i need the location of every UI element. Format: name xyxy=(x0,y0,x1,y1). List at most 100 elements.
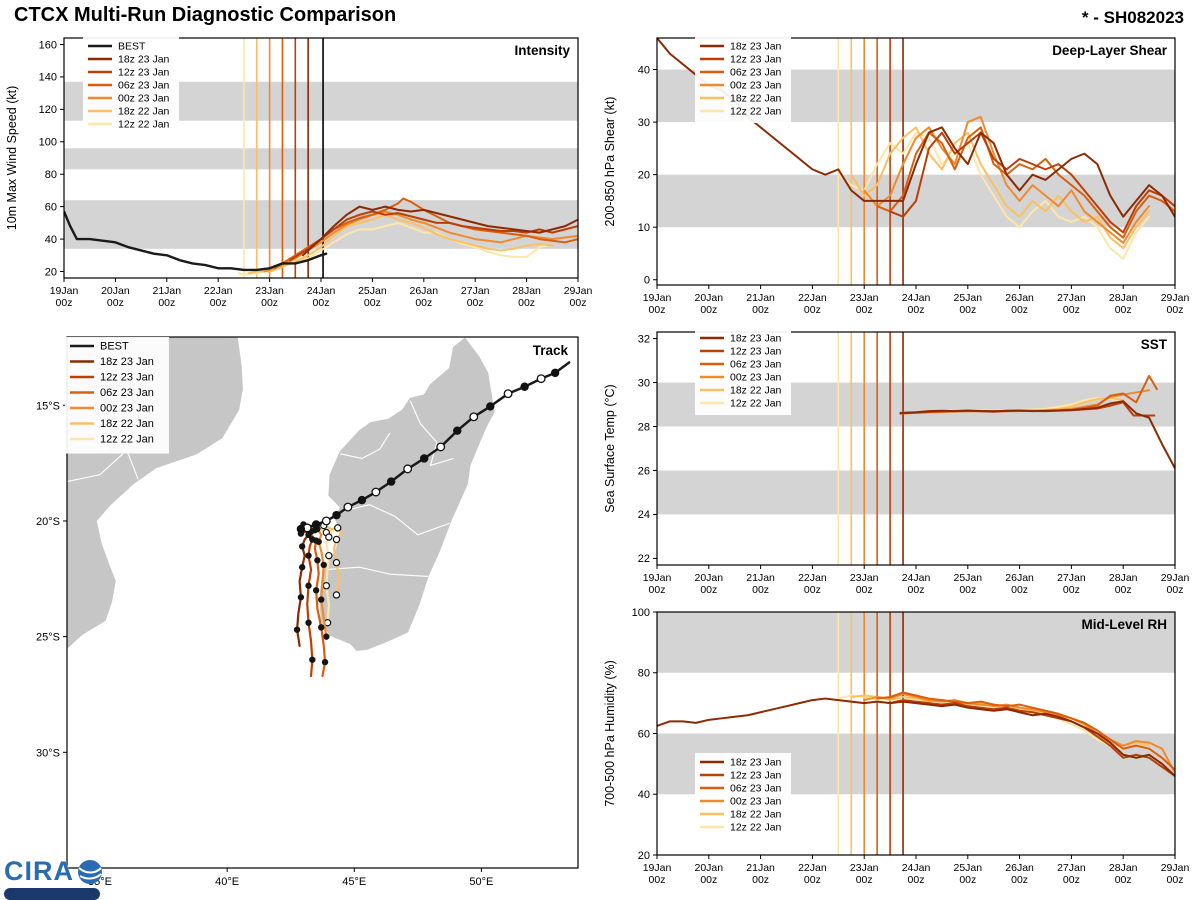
sst-chart: 19Jan00z20Jan00z21Jan00z22Jan00z23Jan00z… xyxy=(603,329,1190,596)
cira-globe-icon xyxy=(78,859,102,884)
svg-text:00z: 00z xyxy=(804,584,821,596)
svg-text:20Jan: 20Jan xyxy=(694,572,723,584)
svg-text:12z 23 Jan: 12z 23 Jan xyxy=(730,346,782,358)
svg-text:18z 23 Jan: 18z 23 Jan xyxy=(730,333,782,345)
svg-text:00z: 00z xyxy=(1063,304,1080,316)
svg-text:00z: 00z xyxy=(1115,584,1132,596)
svg-text:06z 23 Jan: 06z 23 Jan xyxy=(730,67,782,79)
svg-text:24Jan: 24Jan xyxy=(307,285,336,297)
svg-text:19Jan: 19Jan xyxy=(643,572,672,584)
svg-text:00z: 00z xyxy=(107,297,124,309)
svg-text:18z 23 Jan: 18z 23 Jan xyxy=(730,757,782,769)
svg-text:00z: 00z xyxy=(649,304,666,316)
deep-layer-shear-chart: 19Jan00z20Jan00z21Jan00z22Jan00z23Jan00z… xyxy=(603,37,1189,316)
svg-text:06z 23 Jan: 06z 23 Jan xyxy=(730,783,782,795)
svg-text:00z 23 Jan: 00z 23 Jan xyxy=(730,796,782,808)
svg-text:00z: 00z xyxy=(1115,874,1132,886)
svg-text:26Jan: 26Jan xyxy=(1005,572,1034,584)
svg-text:60: 60 xyxy=(45,201,57,213)
svg-text:Deep-Layer Shear: Deep-Layer Shear xyxy=(1052,43,1168,58)
svg-text:23Jan: 23Jan xyxy=(850,572,879,584)
svg-text:06z 23 Jan: 06z 23 Jan xyxy=(730,359,782,371)
svg-text:30: 30 xyxy=(638,117,650,129)
svg-text:45°E: 45°E xyxy=(342,876,366,888)
svg-text:00z 23 Jan: 00z 23 Jan xyxy=(730,80,782,92)
cira-logo-bar xyxy=(4,888,100,900)
svg-text:00z: 00z xyxy=(856,584,873,596)
svg-text:Track: Track xyxy=(533,343,569,358)
svg-text:00z: 00z xyxy=(56,297,73,309)
mid-level-rh-chart: 19Jan00z20Jan00z21Jan00z22Jan00z23Jan00z… xyxy=(603,607,1190,886)
intensity-chart: 19Jan00z20Jan00z21Jan00z22Jan00z23Jan00z… xyxy=(5,37,592,309)
svg-text:18z 23 Jan: 18z 23 Jan xyxy=(730,41,782,53)
svg-text:29Jan: 29Jan xyxy=(1161,862,1190,874)
svg-text:28Jan: 28Jan xyxy=(512,285,541,297)
svg-text:22Jan: 22Jan xyxy=(798,292,827,304)
track-map: 35°E 40°E 45°E 50°E15°S20°S25°S30°STrackBES… xyxy=(36,336,579,888)
svg-text:30°S: 30°S xyxy=(36,747,60,759)
svg-text:40°E: 40°E xyxy=(215,876,239,888)
svg-text:23Jan: 23Jan xyxy=(850,862,879,874)
svg-text:00z: 00z xyxy=(1063,874,1080,886)
svg-text:19Jan: 19Jan xyxy=(643,862,672,874)
svg-text:06z 23 Jan: 06z 23 Jan xyxy=(118,80,170,92)
svg-text:0: 0 xyxy=(644,275,650,287)
svg-text:Sea Surface Temp (°C): Sea Surface Temp (°C) xyxy=(603,384,617,512)
svg-text:24: 24 xyxy=(638,509,650,521)
svg-text:12z 22 Jan: 12z 22 Jan xyxy=(100,434,154,446)
cira-logo-text: CIRA xyxy=(4,856,74,886)
svg-text:50°E: 50°E xyxy=(469,876,493,888)
svg-text:00z: 00z xyxy=(1167,874,1184,886)
svg-text:00z: 00z xyxy=(959,874,976,886)
svg-text:12z 23 Jan: 12z 23 Jan xyxy=(118,67,170,79)
svg-text:21Jan: 21Jan xyxy=(746,862,775,874)
svg-text:23Jan: 23Jan xyxy=(850,292,879,304)
svg-text:100: 100 xyxy=(632,607,650,619)
svg-text:27Jan: 27Jan xyxy=(1057,292,1086,304)
svg-text:26: 26 xyxy=(638,465,650,477)
svg-text:00z: 00z xyxy=(364,297,381,309)
svg-text:25Jan: 25Jan xyxy=(953,292,982,304)
svg-text:26Jan: 26Jan xyxy=(409,285,438,297)
svg-text:00z: 00z xyxy=(415,297,432,309)
svg-text:26Jan: 26Jan xyxy=(1005,862,1034,874)
svg-text:100: 100 xyxy=(39,137,57,149)
svg-text:15°S: 15°S xyxy=(36,400,60,412)
svg-text:00z: 00z xyxy=(261,297,278,309)
svg-text:21Jan: 21Jan xyxy=(746,292,775,304)
svg-text:12z 22 Jan: 12z 22 Jan xyxy=(118,119,170,131)
svg-text:28: 28 xyxy=(638,421,650,433)
svg-text:00z 23 Jan: 00z 23 Jan xyxy=(118,93,170,105)
svg-text:30: 30 xyxy=(638,377,650,389)
svg-text:00z: 00z xyxy=(908,584,925,596)
svg-text:22: 22 xyxy=(638,553,650,565)
svg-text:25Jan: 25Jan xyxy=(953,862,982,874)
svg-text:40: 40 xyxy=(45,234,57,246)
svg-text:00z: 00z xyxy=(313,297,330,309)
svg-text:160: 160 xyxy=(39,39,57,51)
storm-id-label: * - SH082023 xyxy=(1081,8,1184,27)
svg-text:00z: 00z xyxy=(649,584,666,596)
svg-text:00z: 00z xyxy=(570,297,587,309)
page-title: CTCX Multi-Run Diagnostic Comparison xyxy=(14,4,397,26)
svg-text:27Jan: 27Jan xyxy=(1057,572,1086,584)
svg-text:00z: 00z xyxy=(959,304,976,316)
svg-text:25Jan: 25Jan xyxy=(358,285,387,297)
svg-text:24Jan: 24Jan xyxy=(902,292,931,304)
svg-text:00z: 00z xyxy=(752,304,769,316)
svg-text:00z: 00z xyxy=(518,297,535,309)
svg-text:06z 23 Jan: 06z 23 Jan xyxy=(100,387,154,399)
svg-text:29Jan: 29Jan xyxy=(1161,572,1190,584)
svg-text:20: 20 xyxy=(638,850,650,862)
svg-text:12z 23 Jan: 12z 23 Jan xyxy=(730,54,782,66)
svg-text:22Jan: 22Jan xyxy=(204,285,233,297)
svg-text:00z: 00z xyxy=(1115,304,1132,316)
svg-text:00z: 00z xyxy=(856,874,873,886)
svg-text:00z: 00z xyxy=(752,584,769,596)
svg-text:00z: 00z xyxy=(1011,304,1028,316)
svg-text:18z 22 Jan: 18z 22 Jan xyxy=(118,106,170,118)
svg-text:26Jan: 26Jan xyxy=(1005,292,1034,304)
svg-text:00z: 00z xyxy=(649,874,666,886)
svg-text:20Jan: 20Jan xyxy=(101,285,130,297)
svg-text:00z: 00z xyxy=(1063,584,1080,596)
